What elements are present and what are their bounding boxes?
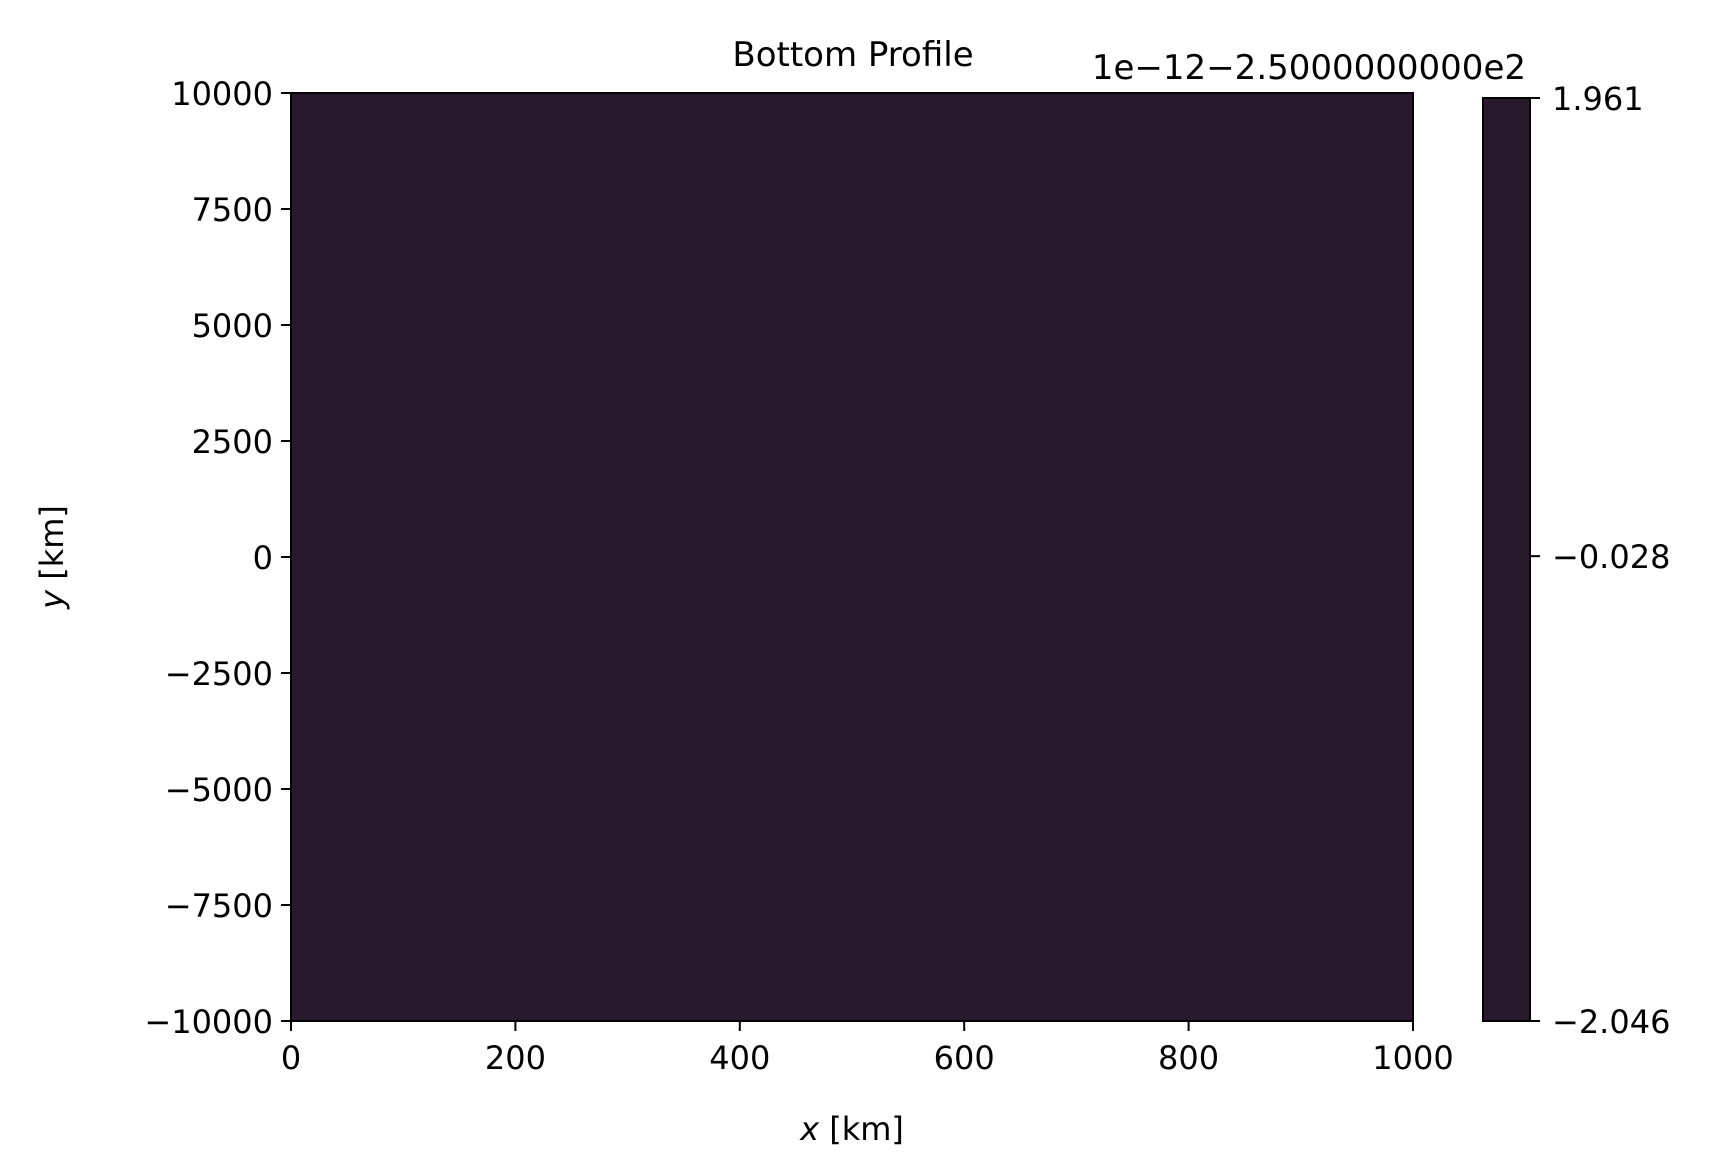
colorbar-ticks: −2.046 −0.028 1.961 [1530, 80, 1670, 1041]
y-axis-label: y [km] [33, 505, 71, 610]
x-axis: 0 200 400 600 800 1000 [281, 1021, 1454, 1077]
colorbar-tick-label: 1.961 [1552, 80, 1644, 118]
y-tick-label: −7500 [165, 887, 273, 925]
colorbar-fill [1482, 97, 1531, 1022]
y-tick-label: 2500 [192, 423, 273, 461]
x-tick-label: 200 [485, 1039, 546, 1077]
x-axis-label: x [km] [799, 1110, 904, 1148]
colorbar-tick-label: −0.028 [1552, 538, 1670, 576]
y-tick-label: −2500 [165, 655, 273, 693]
y-tick-label: 10000 [171, 75, 273, 113]
y-tick-label: 0 [253, 539, 273, 577]
y-tick-label: 7500 [192, 191, 273, 229]
y-axis-unit: [km] [33, 505, 71, 590]
x-axis-variable: x [799, 1110, 820, 1148]
chart-title: Bottom Profile [732, 35, 973, 75]
colorbar-offset-label: 1e−12−2.5000000000e2 [1092, 48, 1526, 88]
x-axis-unit: [km] [819, 1110, 904, 1148]
x-tick-label: 800 [1158, 1039, 1219, 1077]
x-tick-label: 600 [934, 1039, 995, 1077]
colorbar-tick-label: −2.046 [1552, 1003, 1670, 1041]
y-axis-variable: y [33, 589, 71, 610]
y-tick-label: 5000 [192, 307, 273, 345]
y-tick-label: −5000 [165, 771, 273, 809]
colorbar: −2.046 −0.028 1.961 1e−12−2.5000000000e2 [1092, 48, 1671, 1041]
y-tick-label: −10000 [144, 1003, 273, 1041]
x-tick-label: 0 [281, 1039, 301, 1077]
x-tick-label: 400 [709, 1039, 770, 1077]
y-axis: −10000 −7500 −5000 −2500 0 2500 5000 7500 10000 [144, 75, 291, 1041]
x-tick-label: 1000 [1372, 1039, 1453, 1077]
heatmap-field [291, 93, 1413, 1021]
plot-area [290, 92, 1414, 1022]
